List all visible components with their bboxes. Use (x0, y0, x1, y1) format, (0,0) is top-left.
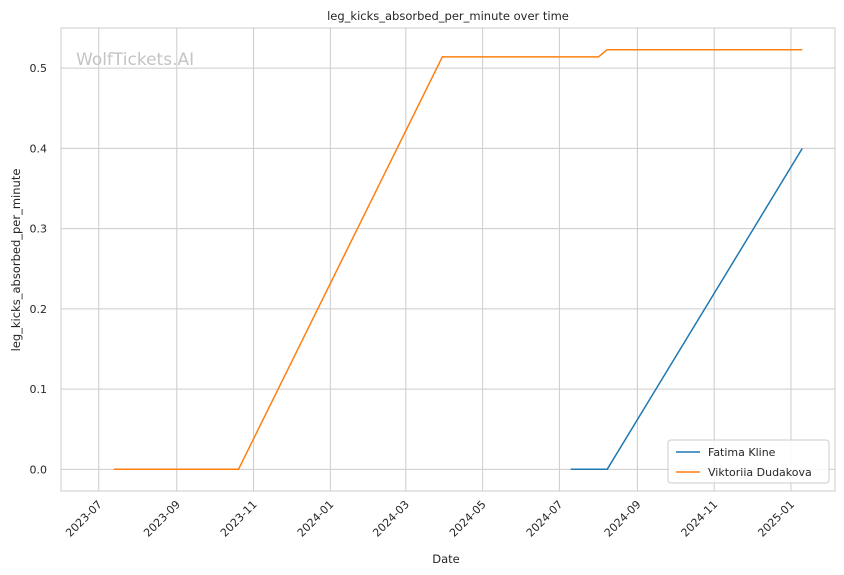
legend: Fatima Kline Viktoriia Dudakova (667, 439, 830, 484)
legend-label-fatima-kline: Fatima Kline (708, 446, 776, 459)
x-tick-label: 2024-09 (602, 498, 644, 540)
x-tick-label: 2023-11 (218, 498, 260, 540)
y-axis-ticks: 0.0 0.1 0.2 0.3 0.4 0.5 (30, 62, 48, 476)
legend-box (667, 439, 830, 484)
series-layer (113, 48, 803, 471)
y-tick-label: 0.4 (30, 142, 48, 155)
x-tick-label: 2024-11 (679, 498, 721, 540)
x-tick-label: 2024-05 (447, 498, 489, 540)
series-line-fatima-kline (570, 148, 803, 471)
watermark: WolfTickets.AI (76, 50, 194, 70)
y-axis-label: leg_kicks_absorbed_per_minute (9, 169, 23, 352)
x-tick-label: 2024-03 (370, 498, 412, 540)
x-axis-ticks: 2023-07 2023-09 2023-11 2024-01 2024-03 2024-… (63, 498, 797, 540)
x-tick-label: 2024-07 (524, 498, 566, 540)
y-tick-label: 0.3 (30, 223, 48, 236)
legend-label-viktoriia-dudakova: Viktoriia Dudakova (708, 466, 812, 479)
series-line-viktoriia-dudakova (113, 48, 803, 471)
y-tick-label: 0.2 (30, 303, 48, 316)
chart-title: leg_kicks_absorbed_per_minute over time (327, 9, 569, 23)
x-tick-label: 2023-09 (141, 498, 183, 540)
x-axis-label: Date (432, 552, 460, 566)
y-tick-label: 0.1 (30, 383, 48, 396)
x-tick-label: 2025-01 (755, 498, 797, 540)
y-tick-label: 0.0 (30, 463, 48, 476)
y-tick-label: 0.5 (30, 62, 48, 75)
x-tick-label: 2023-07 (63, 498, 105, 540)
plot-area (60, 27, 836, 492)
grid-lines (61, 28, 835, 491)
x-tick-label: 2024-01 (295, 498, 337, 540)
